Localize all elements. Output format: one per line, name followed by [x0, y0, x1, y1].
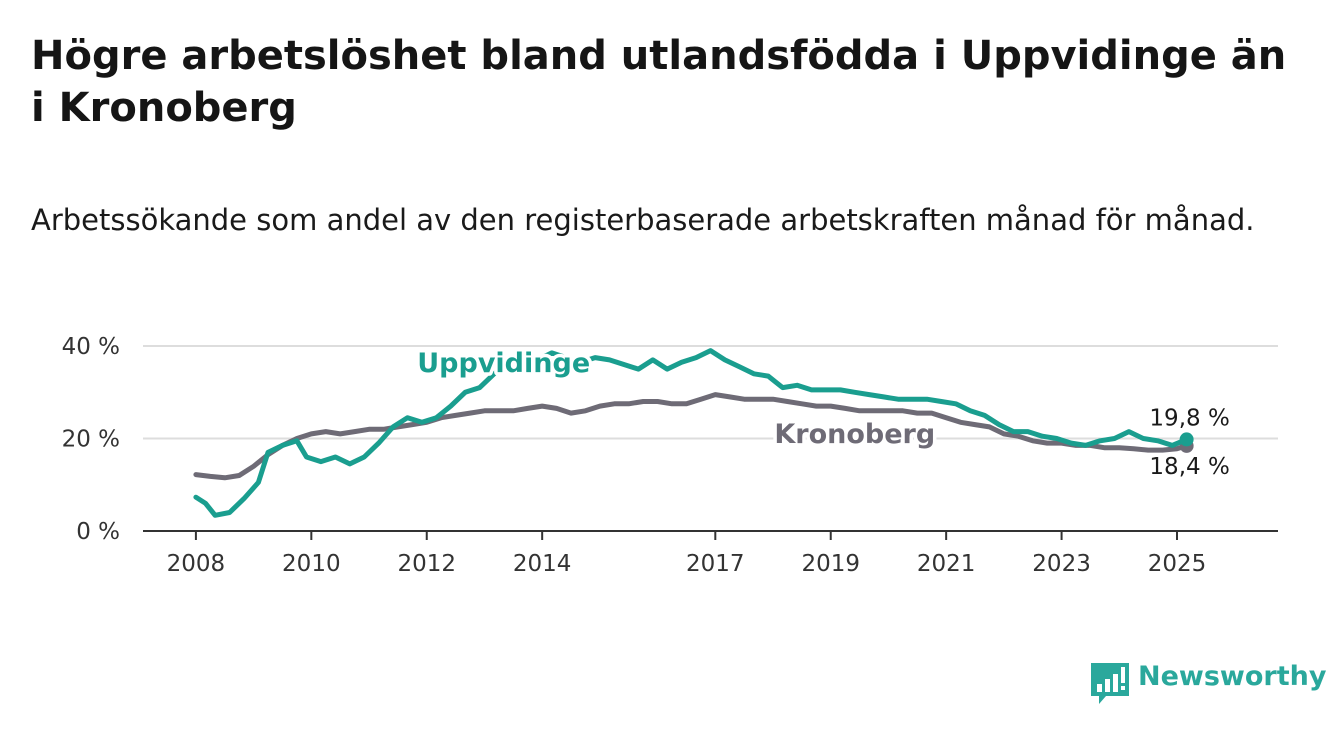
x-tick-label: 2010	[282, 551, 341, 577]
y-tick-label: 20 %	[62, 427, 120, 453]
x-tick-label: 2025	[1148, 551, 1207, 577]
chart-title: Högre arbetslöshet bland utlandsfödda i …	[31, 33, 1287, 131]
y-tick-label: 0 %	[76, 519, 120, 545]
x-tick-label: 2019	[801, 551, 860, 577]
line-chart: 0 % 20 % 40 % 2008 2010 2012 2014 2017 2019 2021 2…	[62, 334, 1278, 577]
brand-name: Newsworthy	[1138, 661, 1327, 692]
series-end-dot-uppvidinge	[1179, 432, 1194, 447]
x-tick-label: 2008	[167, 551, 226, 577]
bar-chart-speech-bubble-icon	[1091, 663, 1129, 704]
series-line-kronoberg	[193, 392, 1190, 481]
y-tick-label: 40 %	[62, 334, 120, 360]
grid-lines	[143, 345, 1278, 440]
series-line-uppvidinge	[193, 348, 1190, 518]
series-label-uppvidinge: Uppvidinge	[417, 348, 590, 379]
newsworthy-logo: Newsworthy	[1088, 660, 1326, 706]
series-lines	[193, 348, 1194, 518]
x-tick-label: 2017	[686, 551, 745, 577]
x-tick-label: 2014	[513, 551, 572, 577]
series-label-kronoberg: Kronoberg	[774, 419, 935, 450]
x-tick-label: 2023	[1032, 551, 1091, 577]
x-tick-label: 2012	[397, 551, 456, 577]
chart-labels: Uppvidinge 19,8 % Kronoberg 18,4 %	[414, 345, 1233, 483]
axes: 0 % 20 % 40 % 2008 2010 2012 2014 2017 2019 2021 2…	[62, 334, 1278, 577]
end-value-label-uppvidinge: 19,8 %	[1149, 405, 1229, 431]
x-tick-label: 2021	[917, 551, 976, 577]
chart-subtitle: Arbetssökande som andel av den registerb…	[31, 203, 1255, 237]
end-value-label-kronoberg: 18,4 %	[1149, 454, 1229, 480]
